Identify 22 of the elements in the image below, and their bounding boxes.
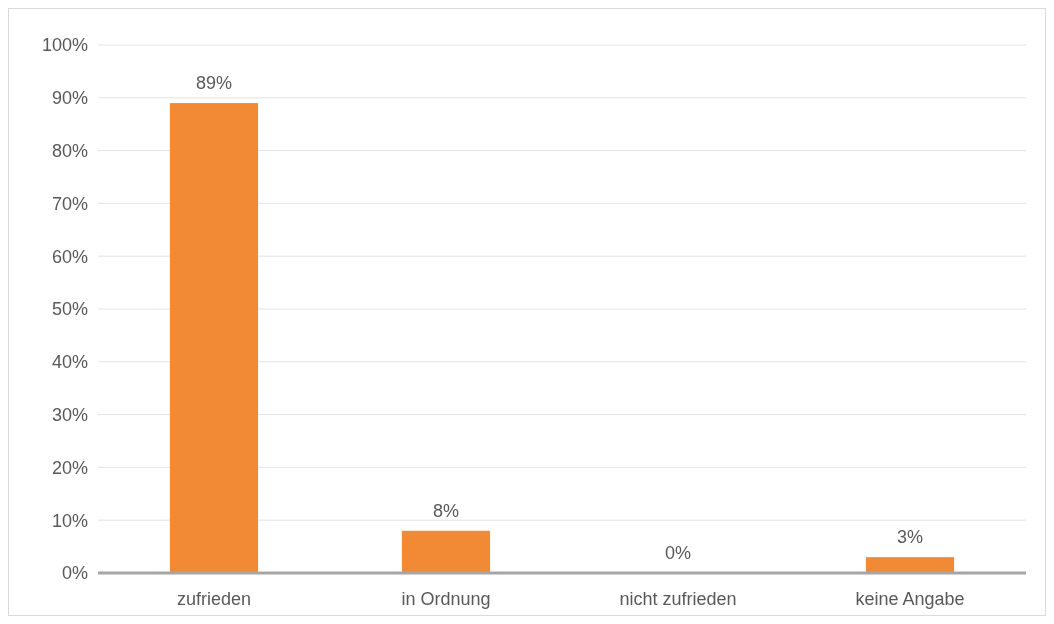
y-tick-label: 50%	[51, 299, 88, 320]
data-label: 89%	[195, 73, 233, 94]
y-tick-label: 80%	[51, 140, 88, 161]
y-tick-label: 40%	[51, 352, 88, 373]
bar	[169, 103, 259, 573]
data-label: 3%	[896, 527, 924, 548]
y-tick-label: 100%	[41, 35, 88, 56]
bar	[865, 557, 955, 573]
x-tick-label: in Ordnung	[401, 589, 491, 609]
data-label: 0%	[664, 543, 692, 563]
y-tick-label: 20%	[51, 457, 88, 478]
y-tick-label: 0%	[61, 563, 88, 584]
y-tick-label: 60%	[51, 246, 88, 267]
y-tick-label: 70%	[51, 193, 88, 214]
y-tick-label: 30%	[51, 404, 88, 425]
y-tick-label: 90%	[51, 88, 88, 109]
data-label: 8%	[432, 500, 460, 521]
x-tick-label: keine Angabe	[855, 589, 965, 609]
bar	[401, 530, 491, 573]
x-tick-label: zufrieden	[176, 589, 252, 609]
x-tick-label: nicht zufrieden	[619, 589, 737, 609]
y-tick-label: 10%	[51, 510, 88, 531]
